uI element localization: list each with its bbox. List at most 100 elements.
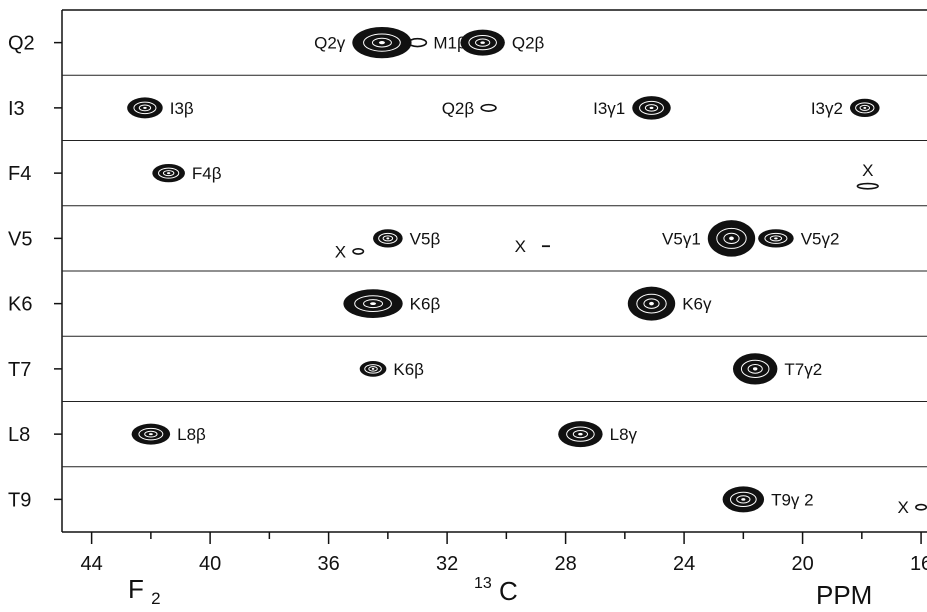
peak-contour-core [143,106,147,109]
tick-label: 24 [673,553,695,575]
row-label-i3: I3 [8,98,25,120]
peak-contour-core [371,367,375,370]
peak-label: M1β [433,34,467,53]
peak-contour-core [167,172,171,175]
peak-contour-core [752,367,758,371]
tick-label: 32 [436,553,458,575]
peak-label: V5γ1 [662,229,701,248]
weak-peak-contour [352,248,365,255]
peak-contour-ring [736,495,751,504]
peak-contour-ring [723,232,740,244]
peak-label: Q2β [512,34,545,53]
peak-contour-core [578,432,583,436]
tick-label: 28 [554,553,576,575]
peak-label: X [515,237,526,256]
peak-contour-ring [855,102,875,114]
peak-contour-ring [378,232,398,244]
peak-20: T9γ 2 [722,486,814,513]
peak-contour-ring [636,293,667,314]
peak-label: I3β [170,99,194,118]
tick-label: 44 [80,553,102,575]
peak-contour-ring [639,100,664,115]
peak-4: Q2β [442,99,497,118]
row-label-q2: Q2 [8,33,35,55]
f2-axis-label: F 2 [128,574,161,608]
peak-contour-ring [572,429,589,439]
peak-contour-ring [764,232,788,244]
peak-label: T9γ 2 [771,490,814,509]
peak-contour-ring [133,101,157,115]
peak-contour-core [729,236,734,241]
peak-label: K6γ [682,295,712,314]
peak-11: X [515,237,550,256]
peak-17: T7γ2 [732,353,822,385]
peak-contour-ring [716,227,747,249]
peak-18: L8β [131,423,206,445]
peak-contour-ring [158,167,180,179]
peak-contour-ring [363,299,384,309]
row-label-t9: T9 [8,489,31,511]
peak-contour-ring [643,298,660,309]
weak-peak-contour [407,37,428,48]
peak-contour-core [480,41,485,44]
peak-contour-ring [138,427,164,441]
carbon-13-axis-label: 13 C [474,564,518,606]
peak-label: X [898,498,909,517]
peak-21: X [898,498,927,517]
peak-contour-core [370,302,377,306]
peak-contour-ring [144,430,158,438]
row-label-t7: T7 [8,359,31,381]
tick-label: 20 [791,553,813,575]
row-label-v5: V5 [8,228,32,250]
peak-contour-ring [859,104,871,111]
peak-contour-ring [729,491,757,508]
peak-contour-core [378,41,385,45]
row-label-k6: K6 [8,294,32,316]
peak-label: X [335,242,346,261]
peak-0: Q2γ [314,26,412,59]
peak-contour-ring [475,38,491,47]
peak-2: Q2β [460,29,545,56]
peak-9: V5β [373,229,440,248]
weak-peak-contour [856,182,879,190]
peak-contour-core [386,237,390,240]
peak-contour-ring [769,235,783,242]
peak-contour-ring [364,364,382,374]
peak-3: I3β [127,97,194,119]
peak-10: X [335,242,365,261]
peak-contour-ring [138,104,152,112]
peak-contour-core [774,237,778,240]
peak-label: V5β [410,229,441,248]
peak-contour-ring [354,295,392,313]
peak-5: I3γ1 [593,96,671,120]
peak-contour-ring [740,359,770,378]
peak-contour-ring [644,104,659,112]
peak-label: L8γ [610,425,638,444]
peak-19: L8γ [558,421,638,448]
peak-label: I3γ1 [593,99,625,118]
peak-contour-core [741,498,746,501]
peak-1: M1β [407,34,467,53]
peak-label: I3γ2 [811,99,843,118]
weak-peak-contour [915,503,927,511]
peak-contour-ring [162,170,175,177]
peak-contour-core [863,106,867,109]
residue-row-labels: Q2 I3 F4 V5 K6 T7 L8 T9 [8,33,62,511]
peak-label: K6β [410,295,441,314]
weak-peak-contour [480,103,497,112]
peak-7: F4β [152,163,222,183]
plot-frame [61,9,927,533]
peak-15: K6γ [627,286,712,321]
peak-8: X [856,161,879,190]
peak-6: I3γ2 [811,98,880,118]
peak-label: F4β [192,164,222,183]
peak-label: L8β [177,425,206,444]
tick-label: 40 [199,553,221,575]
peak-contour-ring [371,37,392,48]
peak-contour-ring [747,363,763,374]
peak-16: K6β [359,360,424,379]
peak-13: V5γ2 [758,229,839,248]
ppm-unit-label: PPM [816,580,872,610]
peak-label: V5γ2 [801,229,840,248]
